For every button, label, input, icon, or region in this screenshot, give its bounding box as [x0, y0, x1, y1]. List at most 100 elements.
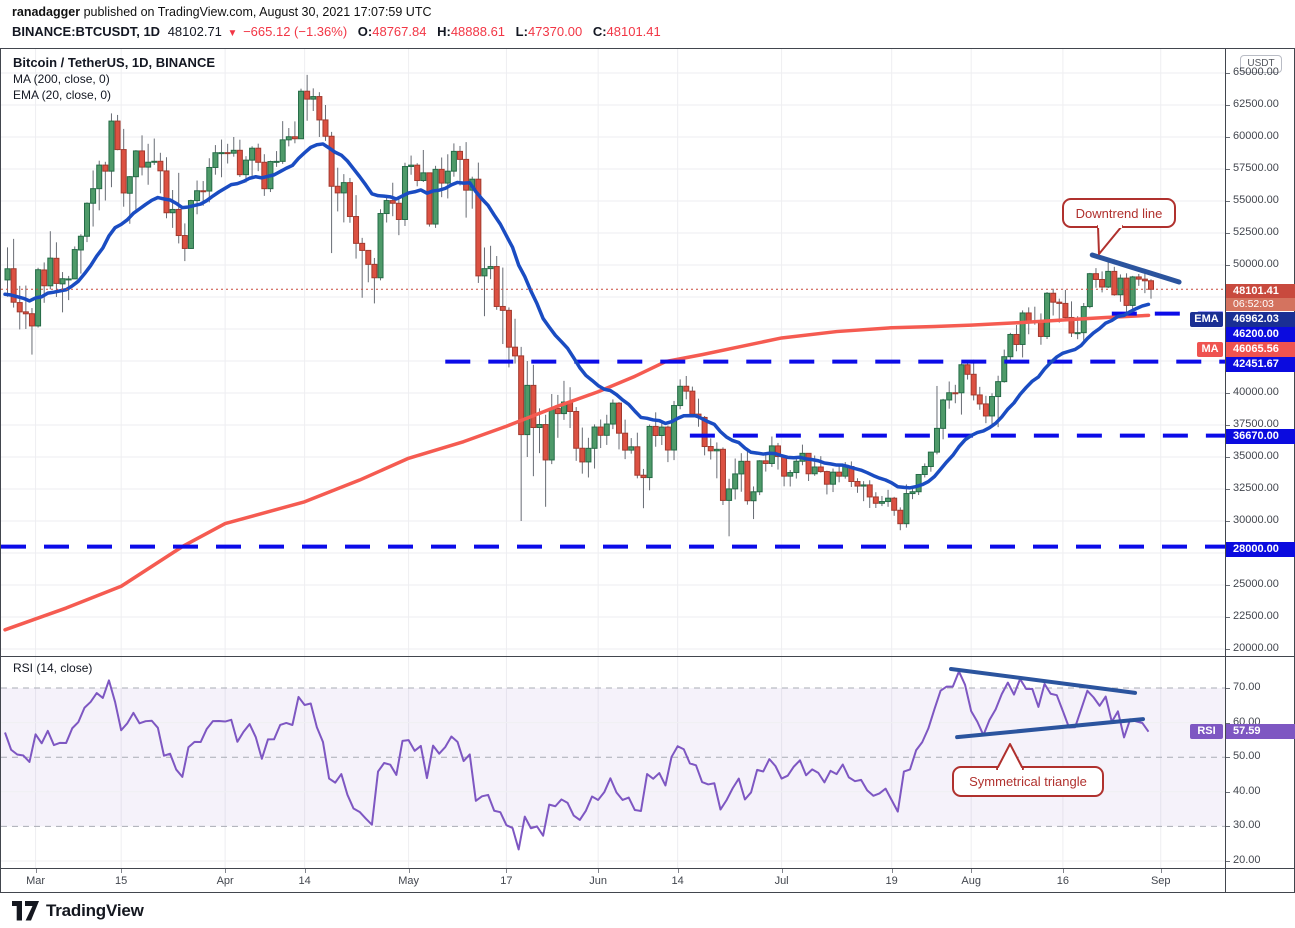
- price-tick-label: 30000.00: [1233, 514, 1279, 526]
- published-text: published on TradingView.com, August 30,…: [83, 5, 432, 19]
- price-tick-label: 52500.00: [1233, 226, 1279, 238]
- price-tick-label: 25000.00: [1233, 578, 1279, 590]
- support-resistance-levels: [1, 311, 1225, 549]
- price-tick-label: 30.00: [1233, 819, 1261, 832]
- down-arrow-icon: ▼: [227, 28, 238, 39]
- currency-button[interactable]: USDT: [1240, 55, 1282, 73]
- level-36670-tag: 36670.00: [1226, 429, 1295, 444]
- time-axis-label: 19: [885, 875, 898, 887]
- callout-tail: [1097, 225, 1123, 255]
- time-tick: [408, 869, 410, 873]
- low-label: L:: [515, 24, 528, 39]
- tradingview-logo-icon[interactable]: [12, 901, 39, 921]
- price-tick-label: 40.00: [1233, 784, 1261, 797]
- price-change: −665.12 (−1.36%): [243, 24, 348, 39]
- price-axis-border: [1225, 49, 1226, 892]
- candlestick-series: [4, 74, 1155, 537]
- rsi-series-line: [4, 670, 1150, 851]
- time-tick: [121, 869, 123, 873]
- main-legend[interactable]: Bitcoin / TetherUS, 1D, BINANCE MA (200,…: [13, 55, 215, 103]
- price-tick-mark: [1226, 201, 1230, 202]
- price-tick-label: 37500.00: [1233, 418, 1279, 430]
- symbol-title: BINANCE:BTCUSDT, 1D: [12, 24, 161, 39]
- price-tick-mark: [1226, 649, 1230, 650]
- price-tick-mark: [1226, 137, 1230, 138]
- price-axis[interactable]: USDT 65000.00 62500.00 60000.00 57500.00 550…: [1226, 49, 1295, 892]
- price-tick-label: 62500.00: [1233, 98, 1279, 110]
- open-value: 48767.84: [372, 24, 427, 39]
- ma-value-tag: 46065.56: [1226, 342, 1295, 357]
- time-tick: [598, 869, 600, 873]
- time-tick: [677, 869, 679, 873]
- tradingview-wordmark[interactable]: TradingView: [46, 901, 144, 920]
- price-tick-mark: [1226, 393, 1230, 394]
- level-46200-tag: 46200.00: [1226, 327, 1295, 342]
- time-axis-label: Jun: [589, 875, 608, 887]
- price-tick-label: 22500.00: [1233, 610, 1279, 622]
- time-tick: [35, 869, 37, 873]
- bar-countdown: 06:52:03: [1226, 298, 1295, 311]
- price-tick-mark: [1226, 233, 1230, 234]
- price-tick-mark: [1226, 265, 1230, 266]
- price-tick-mark: [1226, 425, 1230, 426]
- time-axis-label: Aug: [961, 875, 981, 887]
- time-tick: [304, 869, 306, 873]
- pane-separator[interactable]: [1, 656, 1294, 657]
- price-tick-mark: [1226, 791, 1230, 793]
- rsi-pane[interactable]: Symmetrical triangle: [1, 657, 1225, 868]
- price-tick-mark: [1226, 73, 1230, 74]
- time-axis-label: 17: [500, 875, 513, 887]
- downtrend-callout[interactable]: Downtrend line: [1062, 198, 1176, 255]
- last-price: 48102.71: [167, 24, 222, 39]
- rsi-trendlines[interactable]: [948, 666, 1146, 740]
- footer: TradingView: [12, 899, 144, 923]
- author-name: ranadagger: [12, 5, 81, 19]
- time-axis-label: Sep: [1150, 875, 1171, 887]
- legend-ma200[interactable]: MA (200, close, 0): [13, 72, 110, 86]
- downtrend-trendline[interactable]: [1089, 252, 1182, 285]
- header: ranadagger published on TradingView.com,…: [0, 0, 1295, 48]
- close-label: C:: [592, 24, 607, 39]
- price-tick-label: 55000.00: [1233, 194, 1279, 206]
- price-tick-label: 70.00: [1233, 681, 1261, 693]
- price-tick-label: 40000.00: [1233, 386, 1279, 398]
- chart-frame: Downtrend line Bitcoin / TetherUS, 1D, B…: [0, 48, 1295, 893]
- ema-chart-tag: EMA: [1190, 312, 1223, 327]
- price-tick-mark: [1226, 105, 1230, 106]
- price-tick-label: 32500.00: [1233, 482, 1279, 494]
- price-tick-mark: [1226, 617, 1230, 618]
- time-tick: [891, 869, 893, 873]
- time-tick: [225, 869, 227, 873]
- time-tick: [781, 869, 783, 873]
- time-axis-label: Mar: [26, 875, 46, 887]
- high-value: 48888.61: [450, 24, 506, 39]
- legend-symbol[interactable]: Bitcoin / TetherUS, 1D, BINANCE: [13, 55, 216, 70]
- ema20-line: [3, 142, 1151, 490]
- price-tick-label: 50.00: [1233, 750, 1261, 763]
- time-axis[interactable]: Mar 15 Apr 14 May 17 Jun 14 Jul 19 Aug 16 Sep: [1, 869, 1225, 892]
- time-tick: [1062, 869, 1064, 873]
- price-tick-label: 20000.00: [1233, 642, 1279, 654]
- ma200-line: [3, 313, 1151, 632]
- published-line: ranadagger published on TradingView.com,…: [12, 5, 432, 19]
- time-tick: [1160, 869, 1162, 873]
- symbol-ohlc-line: BINANCE:BTCUSDT, 1D 48102.71 ▼ −665.12 (…: [12, 24, 661, 39]
- rsi-grid: [1, 657, 1225, 868]
- time-axis-label: 14: [298, 875, 311, 887]
- rsi-legend[interactable]: RSI (14, close): [13, 661, 93, 675]
- level-42451-tag: 42451.67: [1226, 357, 1295, 372]
- price-tick-mark: [1226, 169, 1230, 170]
- last-price-tag-value: 48101.41: [1233, 285, 1279, 297]
- triangle-callout-label: Symmetrical triangle: [969, 774, 1087, 789]
- price-tick-label: 60000.00: [1233, 130, 1279, 142]
- triangle-callout[interactable]: Symmetrical triangle: [952, 743, 1104, 797]
- main-price-pane[interactable]: Downtrend line: [1, 49, 1225, 656]
- legend-ema20[interactable]: EMA (20, close, 0): [13, 88, 112, 102]
- open-label: O:: [357, 24, 373, 39]
- time-axis-separator: [1, 868, 1294, 869]
- price-tick-mark: [1226, 722, 1230, 724]
- price-tick-mark: [1226, 585, 1230, 586]
- high-label: H:: [437, 24, 451, 39]
- price-tick-mark: [1226, 861, 1230, 862]
